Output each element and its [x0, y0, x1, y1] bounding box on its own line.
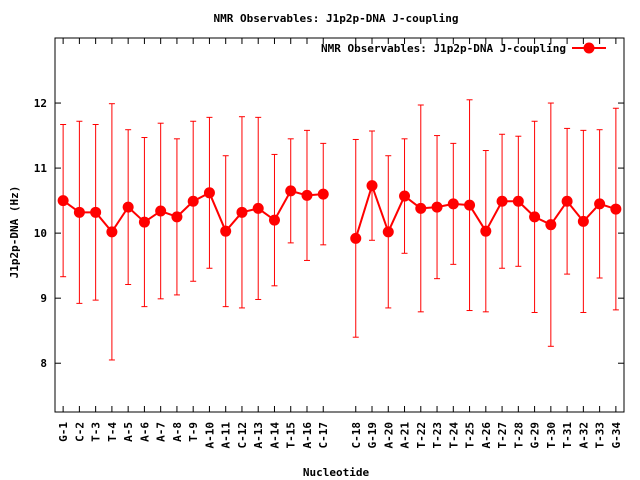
x-tick-label: T-9	[187, 422, 200, 442]
series-line-segment	[484, 200, 503, 232]
data-point	[447, 198, 459, 210]
x-tick-label: T-33	[594, 422, 607, 449]
x-tick-label: T-4	[106, 422, 119, 442]
x-axis: G-1 C-2 T-3 T-4 A-5 A-6 A-7 A-8 T-9 A-10 A-11 C-12 A…	[57, 38, 623, 449]
x-tick-label: A-20	[382, 422, 395, 449]
y-tick-label: 10	[34, 227, 47, 240]
x-tick-label: C-12	[236, 422, 249, 449]
x-tick-label: T-27	[496, 422, 509, 449]
data-point	[545, 219, 557, 231]
series-line-segment	[354, 185, 373, 239]
x-tick-label: T-25	[464, 422, 477, 449]
y-tick-label: 12	[34, 97, 47, 110]
x-tick-label: T-15	[285, 422, 298, 449]
data-point	[122, 201, 134, 213]
data-point	[203, 187, 215, 199]
x-tick-label: G-34	[610, 422, 623, 449]
x-tick-label: A-14	[268, 422, 281, 449]
data-point	[594, 198, 606, 210]
data-point	[529, 211, 541, 223]
data-point	[512, 195, 524, 207]
series-line-segment	[208, 192, 227, 232]
data-point	[187, 195, 199, 207]
y-tick-label: 11	[34, 162, 48, 175]
x-tick-label: A-26	[480, 422, 493, 449]
x-tick-label: G-29	[529, 422, 542, 449]
data-point	[382, 226, 394, 238]
plot-area	[54, 37, 625, 413]
data-point	[301, 189, 313, 201]
x-tick-label: G-1	[57, 422, 70, 442]
x-tick-label: T-23	[431, 422, 444, 449]
x-tick-label: A-7	[155, 422, 168, 442]
plot-frame	[54, 37, 625, 413]
data-point	[610, 203, 622, 215]
legend-marker	[583, 42, 595, 54]
x-tick-label: A-21	[399, 422, 412, 449]
data-point	[366, 180, 378, 192]
data-point	[57, 195, 69, 207]
series-line-segment	[387, 195, 406, 233]
data-point	[431, 201, 443, 213]
x-tick-label: T-30	[545, 422, 558, 449]
x-tick-label: C-17	[317, 422, 330, 449]
series-line-segment	[273, 190, 292, 221]
data-point	[561, 195, 573, 207]
data-point	[268, 214, 280, 226]
x-tick-label: C-18	[350, 422, 363, 449]
data-point	[171, 211, 183, 223]
x-tick-label: T-28	[512, 422, 525, 449]
y-tick-label: 8	[40, 357, 47, 370]
x-tick-label: A-13	[252, 422, 265, 449]
data-point	[73, 206, 85, 218]
y-tick-label: 9	[40, 292, 47, 305]
legend-label: NMR Observables: J1p2p-DNA J-coupling	[321, 42, 566, 55]
x-tick-label: T-22	[415, 422, 428, 449]
data-point	[106, 226, 118, 238]
legend: NMR Observables: J1p2p-DNA J-coupling	[321, 42, 606, 55]
x-tick-label: A-11	[220, 422, 233, 449]
data-point	[285, 185, 297, 197]
x-axis-label: Nucleotide	[303, 466, 370, 479]
x-tick-label: A-6	[138, 422, 151, 442]
data-point	[90, 206, 102, 218]
x-tick-label: T-31	[561, 422, 574, 449]
x-tick-label: A-10	[203, 422, 216, 449]
data-point	[480, 225, 492, 237]
data-point	[464, 199, 476, 211]
data-point	[350, 232, 362, 244]
chart-title: NMR Observables: J1p2p-DNA J-coupling	[213, 12, 458, 25]
series-layer	[57, 99, 622, 361]
x-tick-label: A-8	[171, 422, 184, 442]
x-tick-label: A-16	[301, 422, 314, 449]
data-point	[577, 215, 589, 227]
series-line-segment	[371, 185, 390, 233]
x-tick-label: G-19	[366, 422, 379, 449]
x-tick-label: T-24	[447, 422, 460, 449]
y-axis: 8 9 10 11 12	[34, 97, 624, 370]
x-tick-label: T-3	[90, 422, 103, 442]
data-point	[138, 216, 150, 228]
data-point	[399, 190, 411, 202]
data-point	[415, 202, 427, 214]
data-point	[236, 206, 248, 218]
data-point	[252, 202, 264, 214]
x-tick-label: A-32	[577, 422, 590, 449]
x-tick-label: C-2	[73, 422, 86, 442]
data-point	[317, 188, 329, 200]
y-axis-label: J1p2p-DNA (Hz)	[8, 186, 21, 279]
data-point	[496, 195, 508, 207]
x-tick-label: A-5	[122, 422, 135, 442]
data-point	[155, 205, 167, 217]
data-point	[220, 225, 232, 237]
